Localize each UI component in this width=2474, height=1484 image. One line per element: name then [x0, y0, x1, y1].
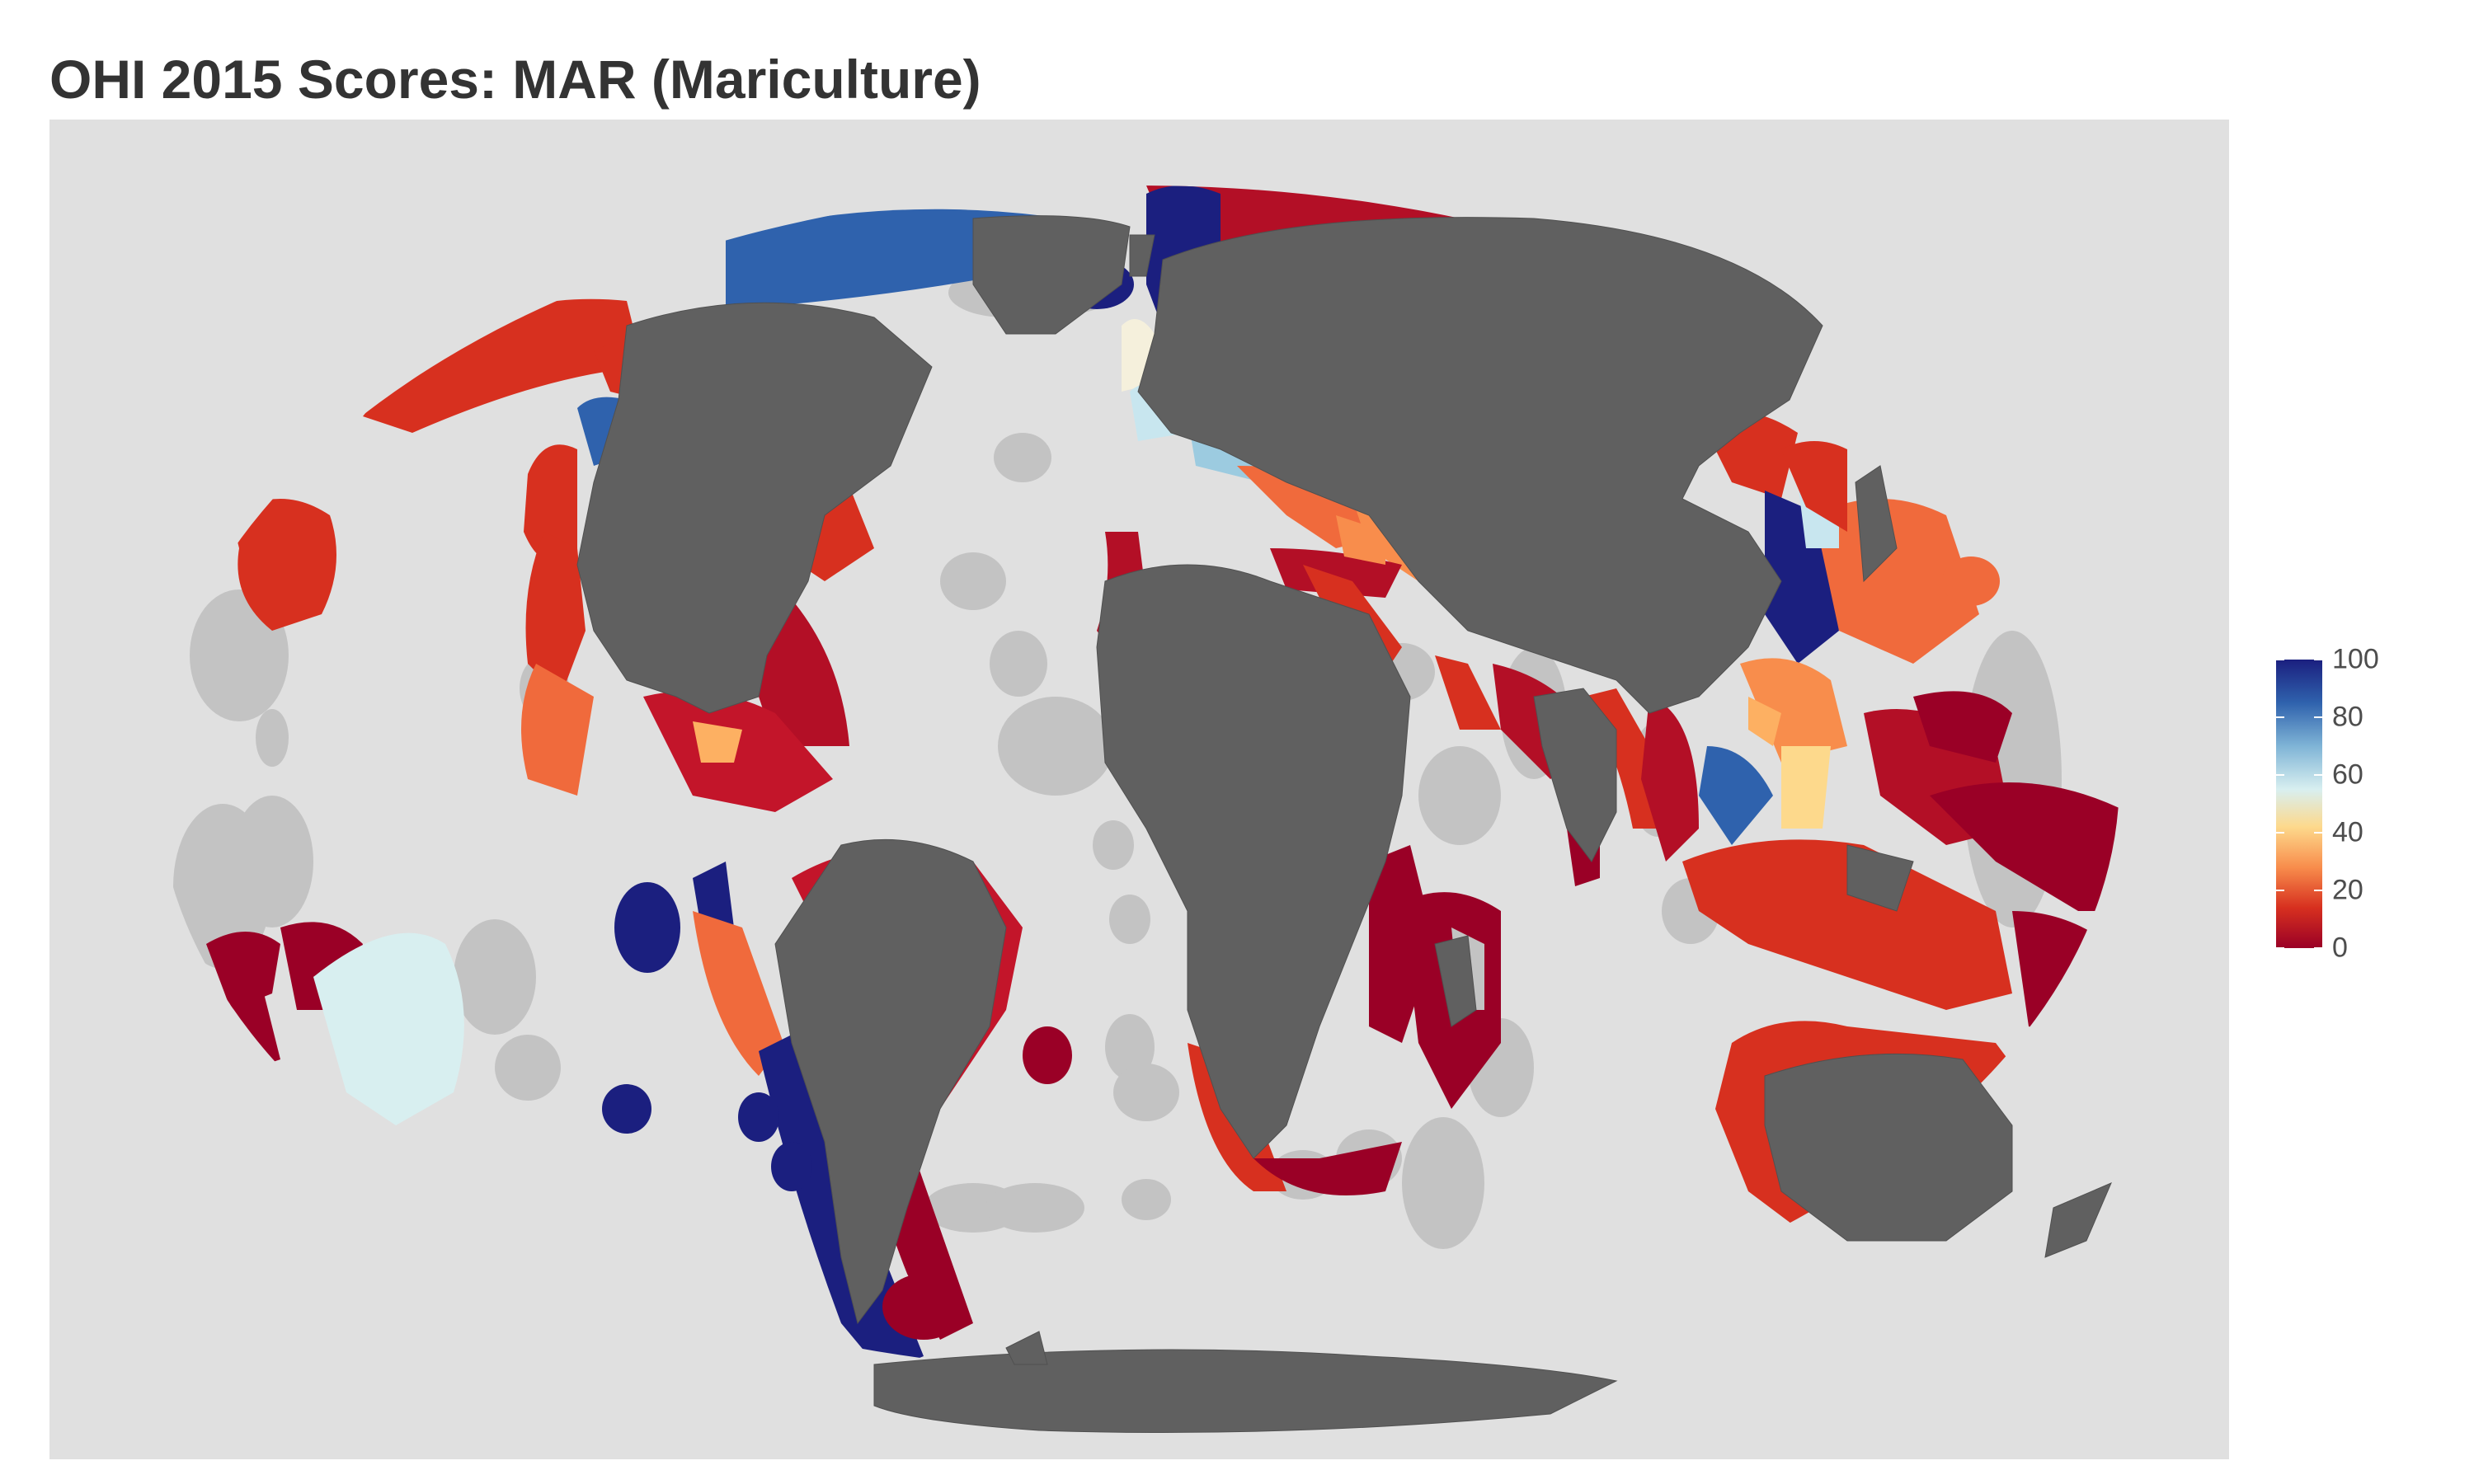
map-panel — [49, 120, 2229, 1459]
legend-tick-label: 100 — [2332, 643, 2379, 675]
land-layer — [576, 215, 2112, 1433]
legend-tick-mark — [2314, 659, 2322, 660]
legend-tick-mark — [2276, 716, 2284, 718]
legend-tick-mark — [2314, 716, 2322, 718]
legend-tick-label: 20 — [2332, 874, 2363, 906]
legend-tick-mark — [2314, 832, 2322, 834]
legend-tick-mark — [2276, 890, 2284, 891]
legend-gradient-bar — [2276, 660, 2322, 948]
legend-tick-mark — [2314, 774, 2322, 776]
legend-tick-mark — [2276, 947, 2284, 949]
map-title: OHI 2015 Scores: MAR (Mariculture) — [49, 49, 981, 110]
world-map — [173, 186, 2119, 1433]
legend-tick-label: 60 — [2332, 758, 2363, 791]
legend-tick-label: 0 — [2332, 932, 2348, 964]
legend-tick-mark — [2276, 774, 2284, 776]
color-legend: 100 80 60 40 20 0 — [2268, 644, 2466, 973]
legend-tick-label: 80 — [2332, 701, 2363, 733]
legend-tick-mark — [2314, 947, 2322, 949]
legend-tick-mark — [2314, 890, 2322, 891]
legend-tick-mark — [2276, 659, 2284, 660]
legend-tick-label: 40 — [2332, 816, 2363, 848]
legend-tick-mark — [2276, 832, 2284, 834]
